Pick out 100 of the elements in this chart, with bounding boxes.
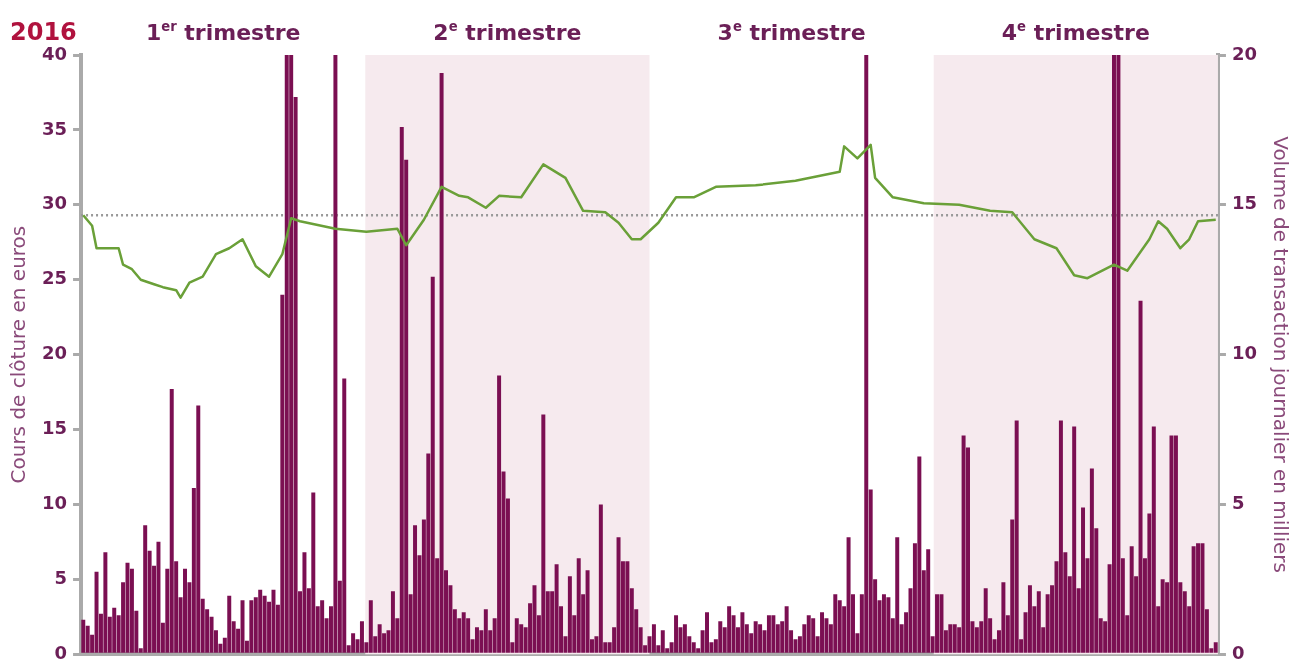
y-tick-label: 15 xyxy=(41,417,68,439)
bar xyxy=(333,55,338,653)
bar xyxy=(1081,507,1086,653)
bar xyxy=(727,606,732,653)
bar xyxy=(625,561,630,653)
bar xyxy=(585,570,590,653)
bar xyxy=(881,594,886,653)
bar xyxy=(651,624,656,653)
bar xyxy=(1014,420,1019,653)
bar xyxy=(483,609,488,653)
y-axis-title: Cours de clôture en euros xyxy=(6,225,31,484)
bar xyxy=(806,615,811,653)
bar xyxy=(249,600,254,653)
bar xyxy=(1027,585,1032,653)
bar xyxy=(705,612,709,653)
bar xyxy=(895,537,900,653)
y2-axis-title: Volume de transaction journalier en milliers xyxy=(1268,136,1293,573)
bar xyxy=(390,591,395,653)
y2-tick-label: 15 xyxy=(1231,192,1258,214)
bar xyxy=(766,615,771,653)
bar xyxy=(439,72,444,653)
bar xyxy=(1160,579,1165,653)
bar xyxy=(917,456,922,653)
bar xyxy=(541,414,546,653)
bar xyxy=(271,589,276,653)
bar xyxy=(94,571,99,653)
bar xyxy=(1138,300,1143,653)
bar xyxy=(342,378,347,653)
bar xyxy=(1196,543,1201,653)
bar xyxy=(284,55,289,653)
bar xyxy=(864,55,869,653)
bar xyxy=(359,621,364,653)
bar xyxy=(718,621,723,653)
bar xyxy=(682,624,687,653)
bar xyxy=(784,606,789,653)
bar xyxy=(926,549,931,653)
y2-tick-label: 5 xyxy=(1231,492,1245,514)
bar xyxy=(143,525,148,653)
bar xyxy=(430,276,435,653)
bar xyxy=(497,375,502,653)
bar xyxy=(753,621,758,653)
bar xyxy=(616,537,621,653)
bar xyxy=(196,405,201,653)
bar xyxy=(576,558,581,653)
y-tick-label: 5 xyxy=(54,566,68,588)
bar xyxy=(1200,543,1205,653)
bar xyxy=(952,624,957,653)
bar xyxy=(598,504,603,653)
y2-tick-label: 10 xyxy=(1231,342,1258,364)
bar xyxy=(474,627,479,653)
bar xyxy=(886,597,891,653)
bar xyxy=(240,600,245,653)
bar xyxy=(554,564,559,653)
bar xyxy=(169,389,174,653)
y-tick-label: 20 xyxy=(41,342,68,364)
bar xyxy=(567,576,572,653)
bar xyxy=(1058,420,1063,653)
bar xyxy=(289,55,294,653)
bar xyxy=(1089,468,1094,653)
bar xyxy=(302,552,307,653)
bar xyxy=(846,537,851,653)
bar xyxy=(377,624,382,653)
bar xyxy=(740,612,745,653)
bar xyxy=(413,525,418,653)
bar xyxy=(939,594,944,653)
bar xyxy=(1129,546,1134,653)
bar xyxy=(1173,435,1178,653)
bar xyxy=(320,600,325,653)
bar xyxy=(514,618,519,653)
bar xyxy=(660,630,665,653)
bar xyxy=(771,615,776,653)
bar xyxy=(820,612,825,653)
bar xyxy=(983,588,988,653)
bar xyxy=(103,552,108,653)
bar xyxy=(227,595,232,653)
bar xyxy=(156,541,161,653)
bar xyxy=(1151,426,1156,653)
y-tick-label: 35 xyxy=(41,117,68,139)
bar xyxy=(674,615,679,653)
y2-tick-label: 0 xyxy=(1231,641,1245,663)
bar xyxy=(1191,546,1196,653)
bar xyxy=(833,594,838,653)
bar xyxy=(258,589,263,653)
y2-tick-label: 20 xyxy=(1231,42,1258,64)
bar xyxy=(351,633,356,653)
bar xyxy=(811,618,816,653)
bar xyxy=(1001,582,1006,653)
y-tick-label: 10 xyxy=(41,492,68,514)
bar xyxy=(961,435,966,653)
bar xyxy=(1116,55,1121,653)
bar xyxy=(368,600,373,653)
bar xyxy=(948,624,953,653)
bar xyxy=(399,126,404,653)
bar xyxy=(935,594,940,653)
bar xyxy=(112,607,117,653)
bar xyxy=(1112,55,1116,653)
bar xyxy=(758,624,763,653)
y-tick-label: 30 xyxy=(41,192,68,214)
y-tick-label: 25 xyxy=(41,267,68,289)
bar xyxy=(311,492,316,653)
